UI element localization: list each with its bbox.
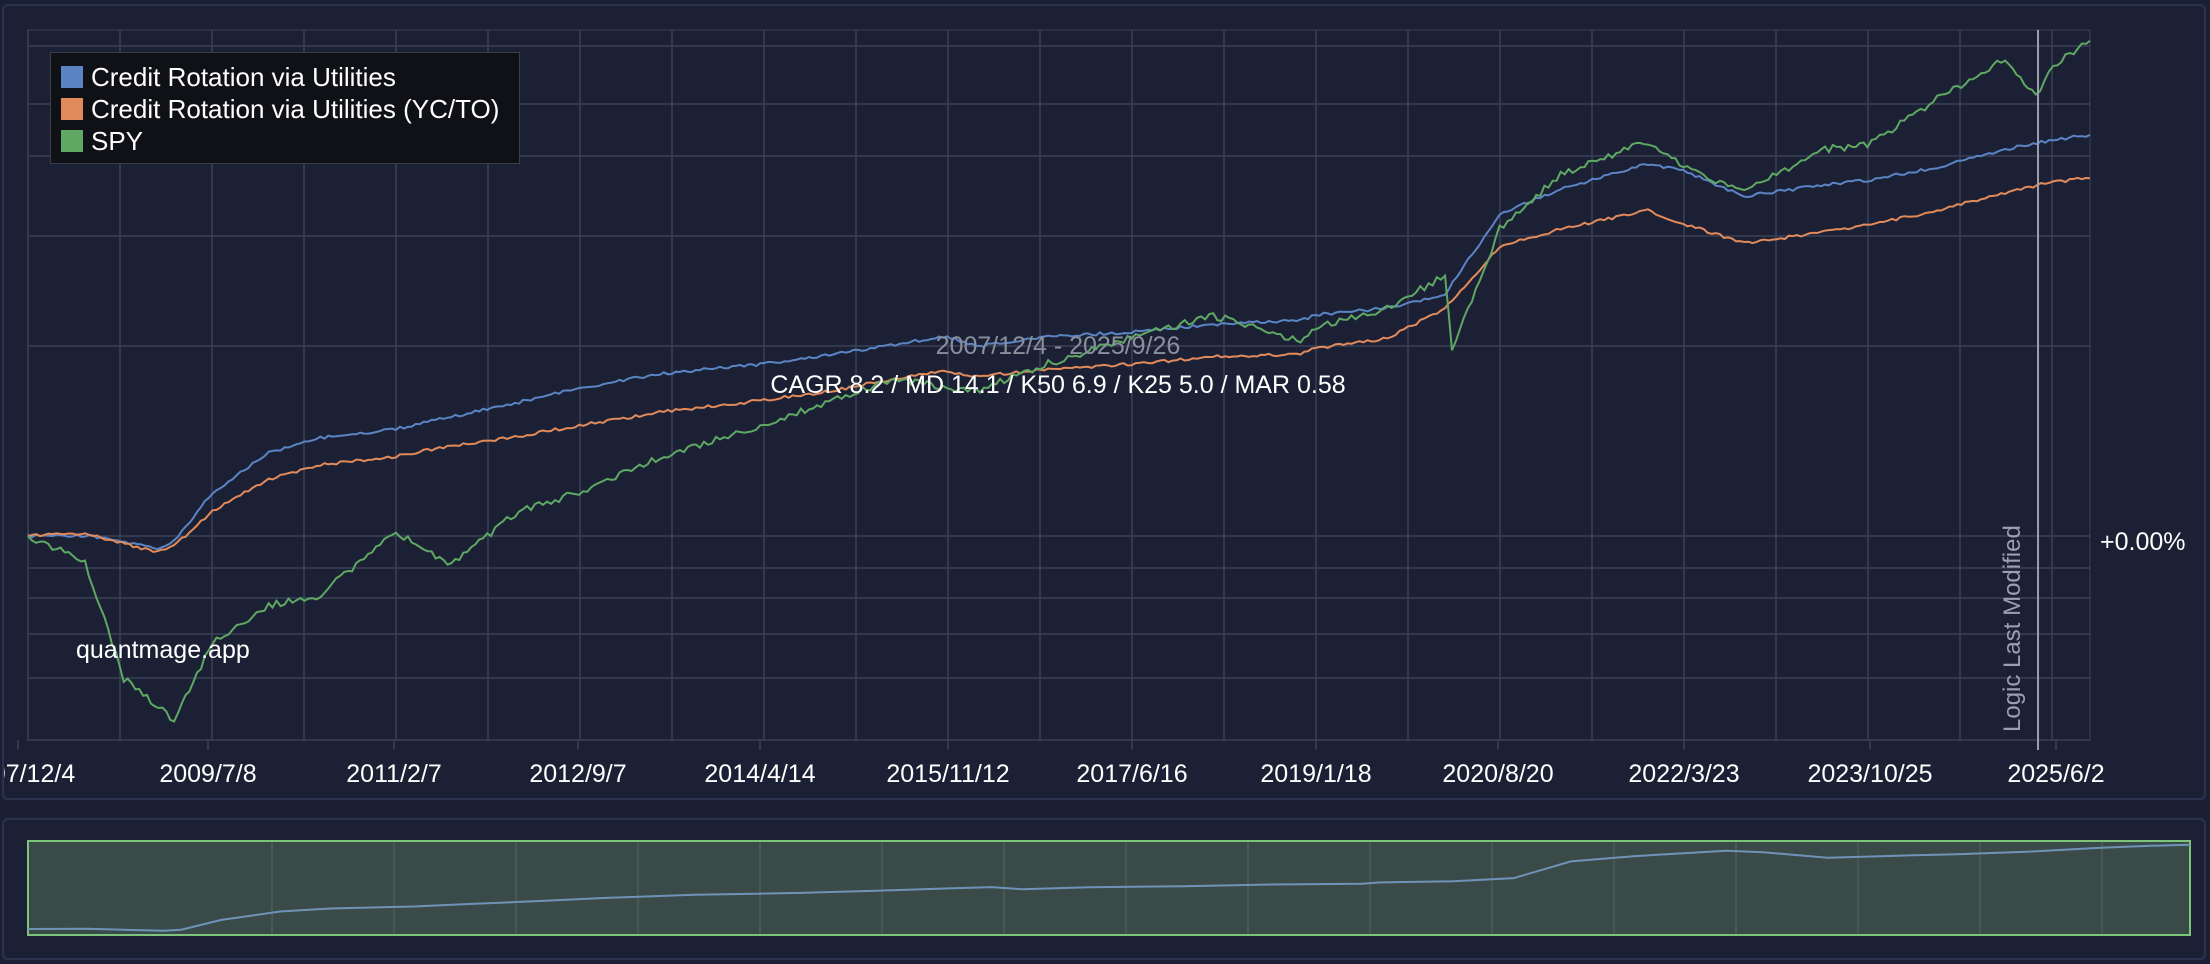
legend-item[interactable]: Credit Rotation via Utilities (YC/TO): [61, 93, 519, 125]
legend-item[interactable]: SPY: [61, 125, 519, 157]
chart-subtitle: 2007/12/4 - 2025/9/26: [936, 332, 1181, 360]
x-tick-label: 2020/8/20: [1442, 760, 1553, 788]
legend-swatch: [61, 98, 83, 120]
range-navigator-panel: [2, 818, 2206, 960]
main-chart-svg[interactable]: 2007/12/4 2009/7/8 2011/2/7 2012/9/7 2014/4/…: [4, 6, 2204, 798]
main-chart-panel: 2007/12/4 2009/7/8 2011/2/7 2012/9/7 2014/4/…: [2, 4, 2206, 800]
series-lines: [27, 40, 2091, 723]
series-line-1[interactable]: [27, 133, 2091, 551]
x-axis-ticks: 2007/12/4 2009/7/8 2011/2/7 2012/9/7 2014/4/…: [4, 740, 2105, 788]
legend-label: SPY: [91, 125, 144, 156]
chart-legend: Credit Rotation via Utilities Credit Rot…: [50, 52, 520, 164]
marker-label: Logic Last Modified: [1999, 525, 2026, 732]
legend-label: Credit Rotation via Utilities (YC/TO): [91, 93, 500, 124]
plot-frame: [27, 29, 2091, 741]
x-tick-label: 2015/11/12: [886, 760, 1009, 788]
x-tick-label: 2014/4/14: [704, 760, 815, 788]
grid-lines: [27, 29, 2091, 741]
navigator-selection[interactable]: [27, 840, 2191, 936]
watermark: quantmage.app: [76, 636, 250, 664]
legend-swatch: [61, 130, 83, 152]
x-tick-label: 2011/2/7: [346, 760, 441, 788]
x-tick-label: 2017/6/16: [1076, 760, 1187, 788]
x-tick-label: 2007/12/4: [4, 760, 75, 788]
navigator-series-line: [27, 843, 2191, 932]
series-line-2[interactable]: [27, 176, 2091, 554]
legend-item[interactable]: Credit Rotation via Utilities: [61, 61, 519, 93]
x-tick-label: 2009/7/8: [159, 760, 256, 788]
series-line-3[interactable]: [27, 40, 2091, 723]
x-tick-label: 2023/10/25: [1807, 760, 1932, 788]
x-tick-label: 2012/9/7: [529, 760, 626, 788]
legend-label: Credit Rotation via Utilities: [91, 61, 396, 92]
y-axis-label: +0.00%: [2100, 528, 2186, 556]
x-tick-label: 2019/1/18: [1260, 760, 1371, 788]
legend-swatch: [61, 66, 83, 88]
x-tick-label: 2025/6/2: [2007, 760, 2104, 788]
x-tick-label: 2022/3/23: [1628, 760, 1739, 788]
range-navigator-svg[interactable]: [4, 820, 2204, 958]
stats-line: CAGR 8.2 / MD 14.1 / K50 6.9 / K25 5.0 /…: [770, 371, 1345, 399]
